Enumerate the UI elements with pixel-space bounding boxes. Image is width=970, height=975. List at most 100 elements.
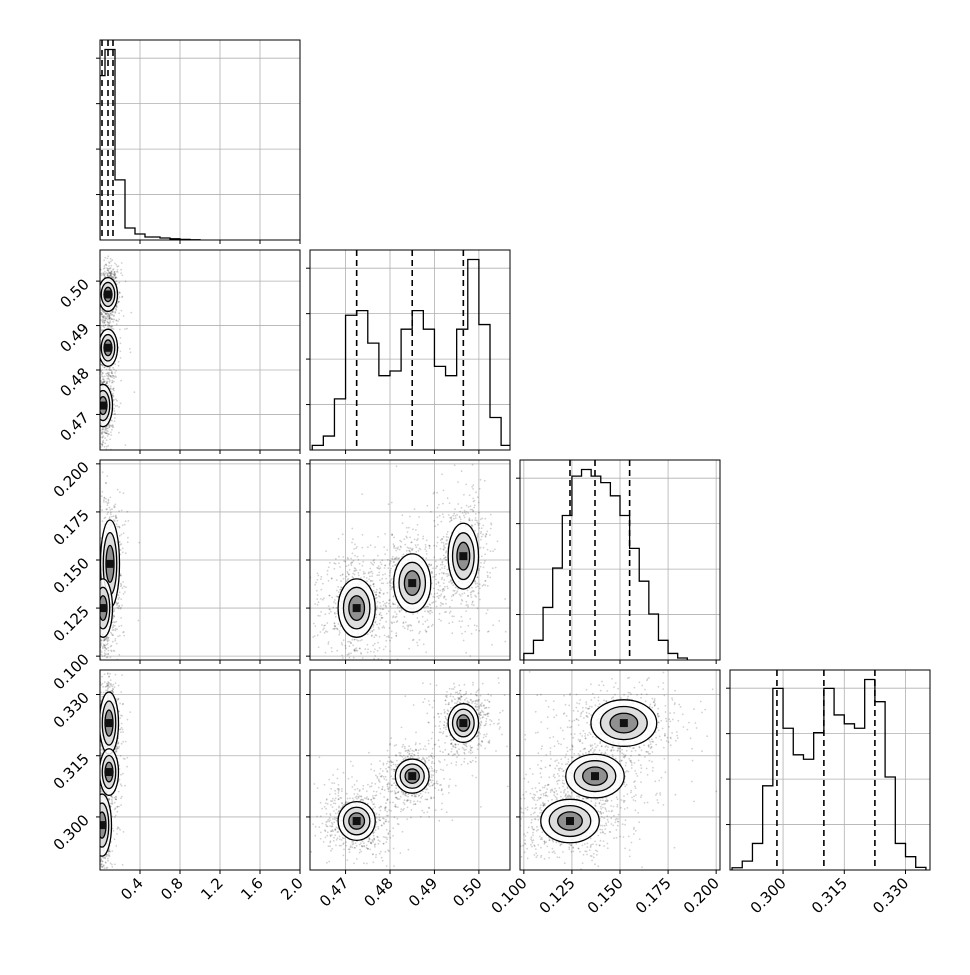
scatter-point [484, 553, 486, 555]
scatter-point [120, 351, 122, 353]
scatter-point [97, 627, 99, 629]
scatter-point [92, 567, 94, 569]
scatter-point [457, 503, 459, 505]
scatter-point [368, 578, 370, 580]
scatter-point [457, 481, 459, 483]
scatter-point [375, 594, 377, 596]
scatter-point [113, 399, 115, 401]
scatter-point [98, 634, 100, 636]
scatter-point [359, 640, 361, 642]
scatter-point [111, 516, 113, 518]
scatter-point [103, 667, 105, 669]
scatter-point [86, 314, 88, 316]
scatter-point [504, 598, 506, 600]
scatter-point [96, 347, 98, 349]
scatter-point [323, 627, 325, 629]
scatter-point [453, 595, 455, 597]
scatter-point [410, 542, 412, 544]
scatter-point [335, 616, 337, 618]
scatter-point [479, 488, 481, 490]
scatter-point [114, 271, 116, 273]
scatter-point [356, 639, 358, 641]
scatter-point [474, 530, 476, 532]
scatter-point [445, 573, 447, 575]
scatter-point [437, 524, 439, 526]
scatter-point [95, 645, 97, 647]
scatter-point [92, 654, 94, 656]
scatter-point [320, 611, 322, 613]
scatter-point [494, 549, 496, 551]
scatter-point [95, 400, 97, 402]
scatter-point [104, 650, 106, 652]
scatter-point [408, 527, 410, 529]
scatter-point [443, 597, 445, 599]
scatter-point [101, 314, 103, 316]
scatter-point [94, 624, 96, 626]
scatter-point [121, 534, 123, 536]
scatter-point [373, 560, 375, 562]
scatter-point [110, 385, 112, 387]
scatter-point [121, 605, 123, 607]
scatter-point [352, 644, 354, 646]
scatter-point [412, 639, 414, 641]
scatter-point [322, 629, 324, 631]
scatter-point [98, 424, 100, 426]
scatter-point [356, 647, 358, 649]
scatter-point [127, 511, 129, 513]
scatter-point [107, 445, 109, 447]
scatter-point [475, 513, 477, 515]
scatter-point [114, 413, 116, 415]
scatter-point [383, 546, 385, 548]
scatter-point [454, 464, 456, 466]
scatter-point [422, 616, 424, 618]
scatter-point [115, 277, 117, 279]
scatter-point [351, 561, 353, 563]
scatter-point [480, 566, 482, 568]
scatter-point [470, 509, 472, 511]
scatter-point [304, 630, 306, 632]
scatter-point [112, 318, 114, 320]
scatter-point [101, 432, 103, 434]
scatter-point [119, 635, 121, 637]
scatter-point [104, 257, 106, 259]
scatter-point [318, 646, 320, 648]
scatter-point [97, 380, 99, 382]
scatter-point [96, 460, 98, 462]
scatter-point [97, 394, 99, 396]
scatter-point [92, 638, 94, 640]
scatter-point [428, 611, 430, 613]
scatter-point [100, 664, 102, 666]
scatter-point [407, 628, 409, 630]
scatter-point [418, 632, 420, 634]
scatter-point [97, 406, 99, 408]
scatter-point [102, 436, 104, 438]
scatter-point [95, 377, 97, 379]
scatter-point [92, 402, 94, 404]
scatter-point [107, 324, 109, 326]
scatter-point [105, 668, 107, 670]
scatter-point [103, 322, 105, 324]
scatter-point [347, 641, 349, 643]
scatter-point [477, 523, 479, 525]
scatter-point [433, 545, 435, 547]
scatter-point [91, 425, 93, 427]
scatter-point [425, 544, 427, 546]
scatter-point [335, 558, 337, 560]
scatter-point [96, 367, 98, 369]
scatter-point [101, 495, 103, 497]
scatter-point [97, 630, 99, 632]
scatter-point [107, 430, 109, 432]
scatter-point [95, 406, 97, 408]
scatter-point [436, 492, 438, 494]
scatter-point [381, 615, 383, 617]
scatter-point [96, 285, 98, 287]
scatter-point [122, 552, 124, 554]
scatter-point [134, 391, 136, 393]
scatter-point [92, 410, 94, 412]
scatter-point [96, 418, 98, 420]
scatter-point [103, 639, 105, 641]
scatter-point [391, 534, 393, 536]
scatter-point [364, 648, 366, 650]
scatter-point [370, 580, 372, 582]
scatter-point [88, 383, 90, 385]
